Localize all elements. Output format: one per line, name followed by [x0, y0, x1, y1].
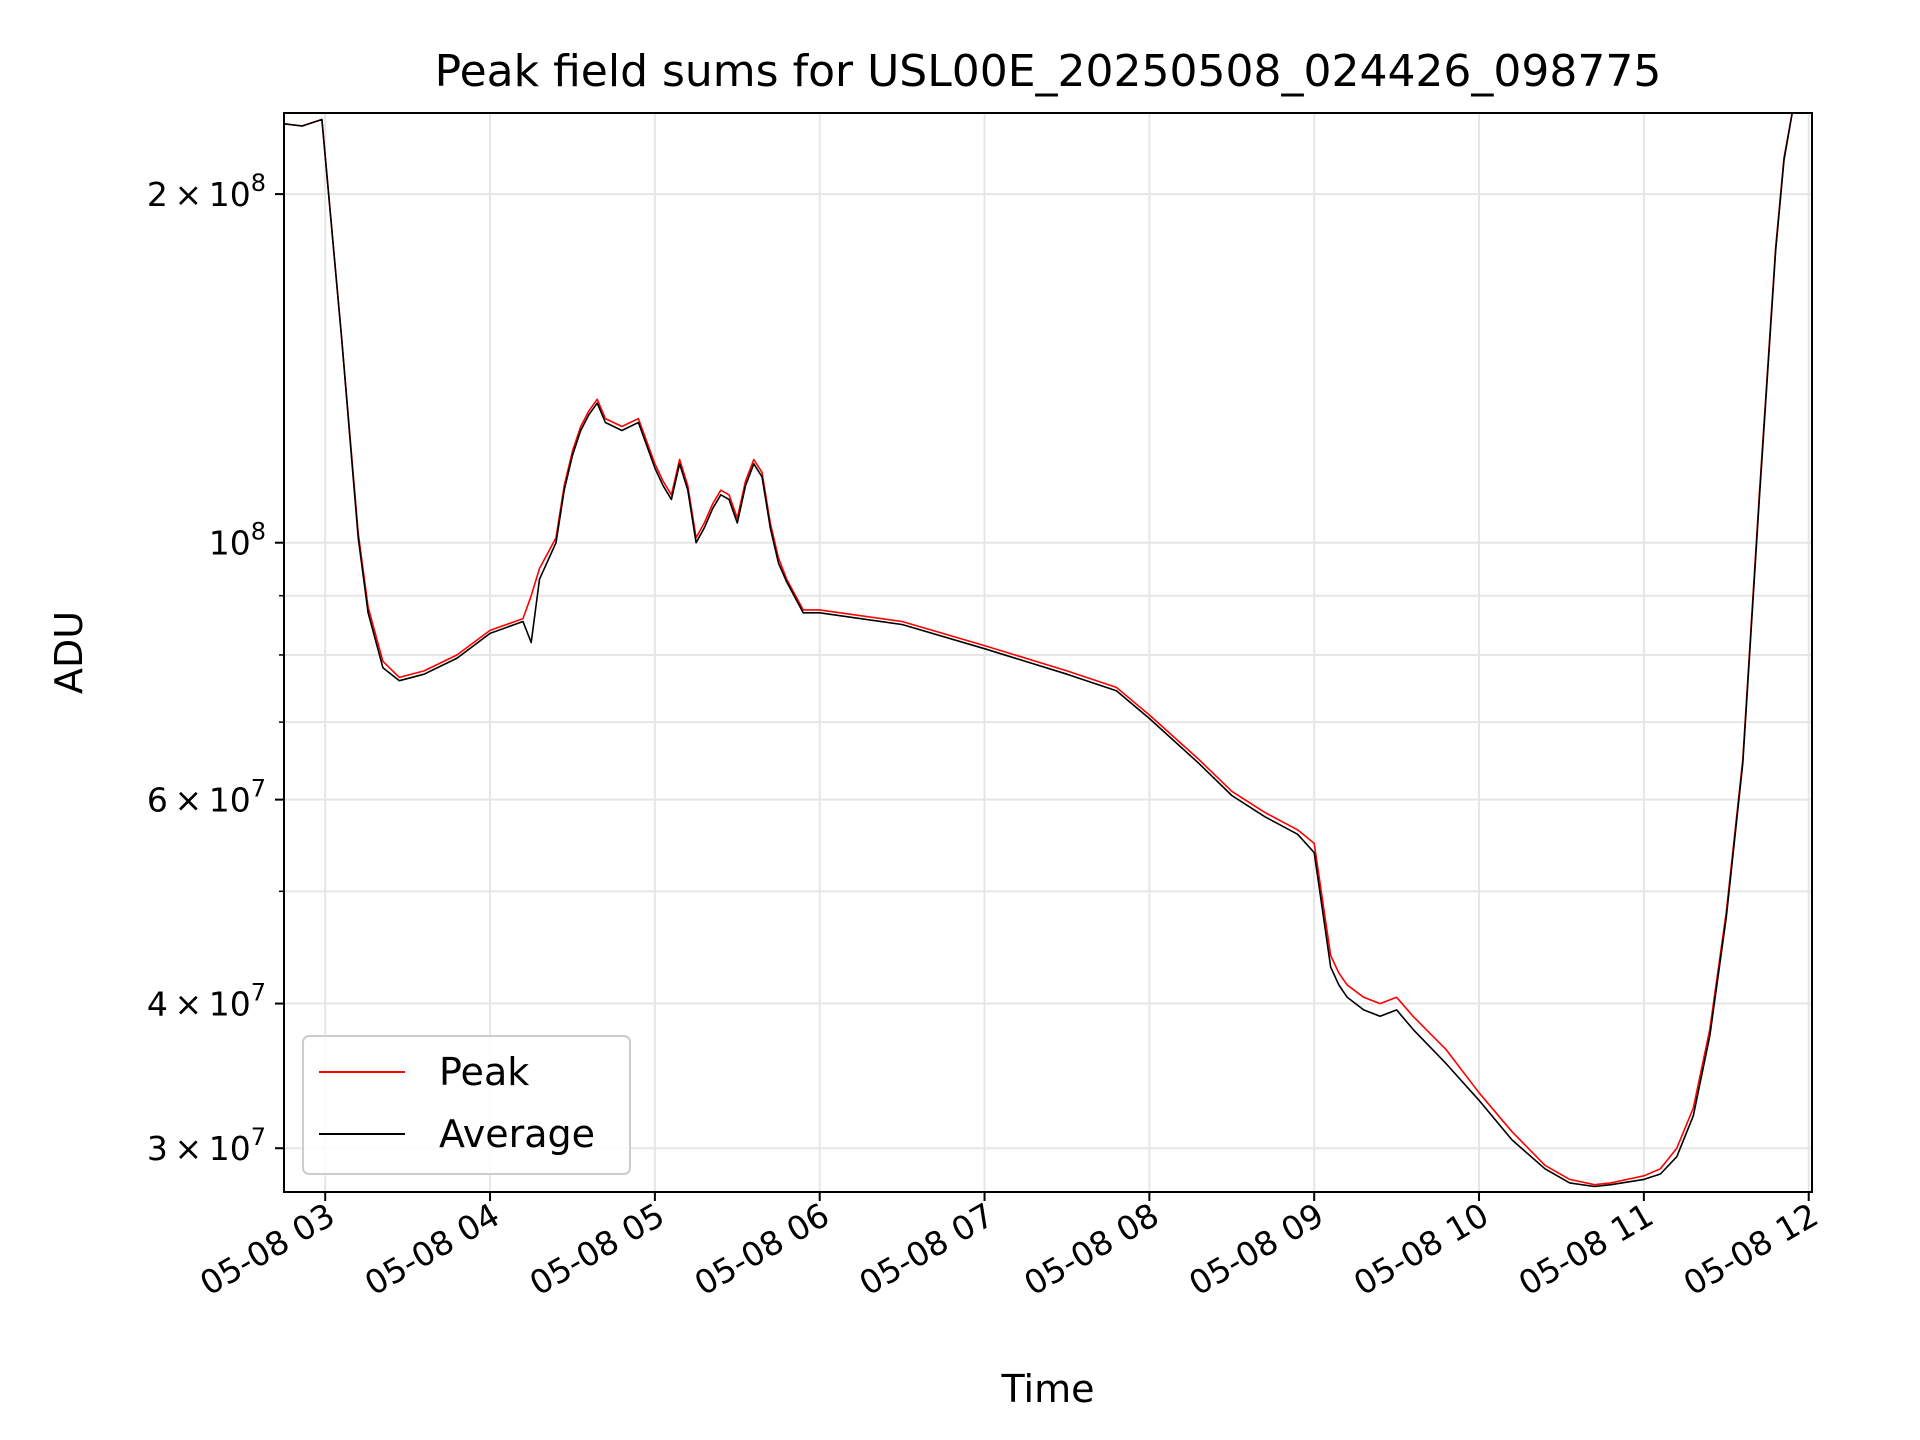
x-tick-label: 05-08 12 — [1677, 1195, 1825, 1303]
legend-label: Peak — [439, 1050, 529, 1094]
plot-area — [284, 113, 1812, 1188]
y-tick-label: 3 × 107 — [147, 1123, 266, 1168]
x-tick-label: 05-08 07 — [853, 1195, 1001, 1303]
grid — [284, 113, 1812, 1192]
x-tick-label: 05-08 04 — [358, 1195, 506, 1303]
x-axis: 05-08 03 05-08 04 05-08 05 05-08 06 05-08 07… — [193, 1192, 1825, 1303]
series-line-peak — [284, 113, 1812, 1186]
y-axis: 3 × 107 4 × 107 6 × 107 108 2 × 108 — [147, 169, 284, 1168]
x-tick-label: 05-08 11 — [1512, 1195, 1660, 1303]
x-tick-label: 05-08 06 — [688, 1195, 836, 1303]
y-tick-label: 4 × 107 — [147, 979, 266, 1024]
x-tick-label: 05-08 08 — [1017, 1195, 1165, 1303]
y-tick-label: 108 — [209, 518, 266, 563]
y-tick-label: 6 × 107 — [147, 775, 266, 820]
x-tick-label: 05-08 10 — [1347, 1195, 1495, 1303]
chart-title: Peak field sums for USL00E_20250508_0244… — [435, 46, 1662, 97]
x-tick-label: 05-08 09 — [1182, 1195, 1330, 1303]
y-tick-label: 2 × 108 — [147, 169, 266, 214]
series-line-average — [284, 113, 1812, 1188]
x-axis-label: Time — [1001, 1367, 1095, 1411]
plot-frame — [283, 112, 1813, 1193]
x-tick-label: 05-08 05 — [523, 1195, 671, 1303]
y-axis-label: ADU — [47, 611, 91, 694]
legend: Peak Average — [302, 1035, 631, 1175]
x-tick-label: 05-08 03 — [193, 1195, 341, 1303]
legend-label: Average — [439, 1112, 595, 1156]
legend-box — [302, 1035, 631, 1175]
